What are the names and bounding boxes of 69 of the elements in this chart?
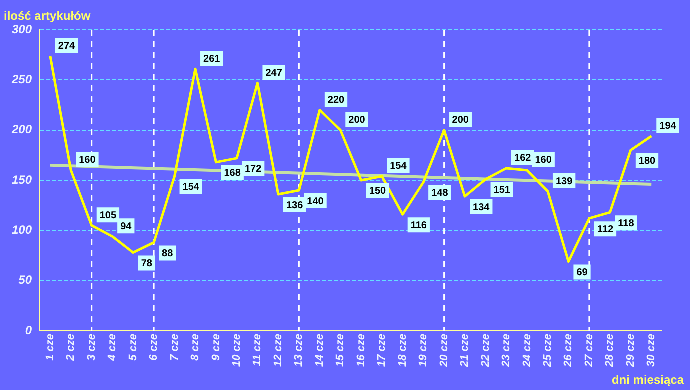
x-tick-label: 16 cze xyxy=(355,334,368,368)
y-tick-label: 100 xyxy=(12,222,32,237)
x-tick-label: 13 cze xyxy=(293,334,306,368)
data-label: 148 xyxy=(432,188,449,200)
x-tick-label: 24 cze xyxy=(521,334,534,368)
data-label: 194 xyxy=(660,121,677,132)
x-tick-label: 25 cze xyxy=(542,334,554,368)
x-tick-label: 18 cze xyxy=(396,334,409,368)
x-tick-label: 27 cze xyxy=(583,334,596,368)
data-label: 150 xyxy=(369,186,386,198)
data-label: 200 xyxy=(348,115,366,126)
x-tick-label: 26 cze xyxy=(562,334,575,368)
x-axis-title: dni miesiąca xyxy=(612,373,684,387)
data-label: 105 xyxy=(100,210,117,222)
x-tick-label: 9 cze xyxy=(210,334,222,361)
data-label: 94 xyxy=(120,221,132,232)
data-label: 261 xyxy=(204,54,221,65)
data-label: 140 xyxy=(307,196,324,208)
y-axis-title: ilość artykułów xyxy=(4,9,92,23)
x-tick-label: 3 cze xyxy=(86,334,98,361)
x-tick-label: 17 cze xyxy=(376,334,388,368)
x-tick-label: 12 cze xyxy=(272,334,284,368)
x-tick-label: 10 cze xyxy=(231,334,244,368)
data-label: 162 xyxy=(514,153,532,164)
x-tick-label: 1 cze xyxy=(44,334,56,361)
x-tick-label: 8 cze xyxy=(190,334,202,361)
data-label: 154 xyxy=(182,182,200,194)
x-tick-label: 23 cze xyxy=(500,334,513,368)
data-label: 247 xyxy=(266,68,283,79)
data-label: 160 xyxy=(79,155,96,166)
data-label: 136 xyxy=(286,200,304,212)
data-label: 274 xyxy=(58,40,76,52)
x-tick-label: 30 cze xyxy=(646,334,658,368)
x-tick-label: 2 cze xyxy=(65,334,78,362)
y-tick-label: 200 xyxy=(10,122,32,137)
x-tick-label: 15 cze xyxy=(334,334,347,368)
x-tick-label: 29 cze xyxy=(624,334,637,368)
x-tick-label: 6 cze xyxy=(148,334,160,361)
data-label: 220 xyxy=(328,95,346,106)
x-tick-label: 5 cze xyxy=(127,334,140,361)
data-label: 112 xyxy=(597,224,614,236)
data-label: 88 xyxy=(162,248,174,260)
data-label: 116 xyxy=(410,220,428,232)
data-label: 118 xyxy=(618,218,635,230)
data-label: 160 xyxy=(535,155,552,166)
x-tick-label: 14 cze xyxy=(314,334,326,368)
x-tick-label: 21 cze xyxy=(459,334,472,368)
data-label: 139 xyxy=(556,176,574,188)
data-label: 200 xyxy=(452,115,470,126)
data-label: 172 xyxy=(244,164,262,176)
x-tick-label: 7 cze xyxy=(168,334,181,361)
x-tick-label: 19 cze xyxy=(418,334,430,368)
data-label: 180 xyxy=(638,156,656,168)
y-tick-label: 150 xyxy=(12,172,32,187)
y-tick-label: 300 xyxy=(12,22,32,36)
data-label: 134 xyxy=(473,202,490,214)
data-label: 69 xyxy=(576,268,588,278)
y-tick-label: 50 xyxy=(18,273,32,288)
y-tick-label: 0 xyxy=(25,323,32,338)
x-tick-label: 20 cze xyxy=(438,334,450,368)
x-tick-label: 11 cze xyxy=(252,334,264,366)
data-label: 154 xyxy=(390,161,408,172)
data-label: 168 xyxy=(224,168,242,180)
x-tick-label: 22 cze xyxy=(480,334,492,368)
data-label: 78 xyxy=(141,258,153,270)
x-tick-label: 4 cze xyxy=(106,334,119,362)
y-tick-label: 250 xyxy=(10,72,32,86)
data-label: 151 xyxy=(494,185,511,196)
x-tick-label: 28 cze xyxy=(604,334,616,368)
